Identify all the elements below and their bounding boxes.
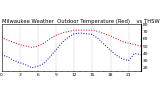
Text: Milwaukee Weather  Outdoor Temperature (Red)    vs THSW Index (Blue)   per Hour : Milwaukee Weather Outdoor Temperature (R… <box>2 19 160 24</box>
